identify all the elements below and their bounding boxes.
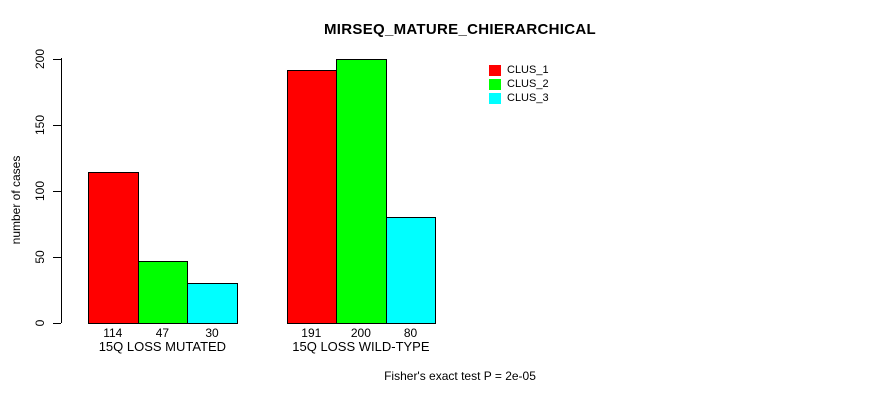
bar-clus_2-group1 bbox=[137, 260, 189, 324]
bar-value-label: 47 bbox=[155, 326, 170, 340]
bar-clus_3-group1 bbox=[187, 283, 238, 324]
legend-item-clus_1: CLUS_1 bbox=[489, 65, 549, 76]
category-label: 15Q LOSS MUTATED bbox=[98, 339, 227, 354]
y-axis-tick-label: 0 bbox=[33, 319, 47, 327]
legend-label: CLUS_1 bbox=[507, 64, 549, 76]
y-axis-line bbox=[61, 58, 62, 323]
bar-clus_1-group1 bbox=[88, 172, 139, 324]
footnote: Fisher's exact test P = 2e-05 bbox=[384, 369, 536, 383]
legend-item-clus_2: CLUS_2 bbox=[489, 79, 549, 90]
legend-swatch-clus_3 bbox=[489, 93, 501, 104]
legend-label: CLUS_2 bbox=[507, 78, 549, 90]
bar-value-label: 30 bbox=[205, 326, 219, 340]
y-axis-tick bbox=[53, 323, 61, 324]
legend-swatch-clus_2 bbox=[489, 79, 501, 90]
legend-swatch-clus_1 bbox=[489, 65, 501, 76]
y-axis-tick-label: 200 bbox=[33, 48, 47, 69]
bar-value-label: 80 bbox=[403, 326, 418, 340]
y-axis-tick-label: 50 bbox=[33, 250, 47, 264]
legend: CLUS_1 CLUS_2 CLUS_3 bbox=[489, 65, 549, 107]
bar-value-label: 191 bbox=[301, 326, 322, 340]
y-axis-tick bbox=[53, 58, 61, 60]
bar-value-label: 200 bbox=[350, 326, 371, 340]
legend-label: CLUS_3 bbox=[507, 92, 549, 104]
bar-clus_3-group2 bbox=[385, 217, 437, 324]
y-axis-tick-label: 150 bbox=[33, 114, 47, 135]
bar-clus_2-group2 bbox=[336, 58, 387, 324]
y-axis-tick-label: 100 bbox=[33, 180, 47, 201]
y-axis-tick bbox=[53, 190, 61, 192]
legend-item-clus_3: CLUS_3 bbox=[489, 93, 549, 104]
bar-value-label: 114 bbox=[103, 326, 123, 340]
y-axis-label: number of cases bbox=[9, 155, 23, 245]
y-axis-tick bbox=[53, 256, 61, 258]
category-label: 15Q LOSS WILD-TYPE bbox=[292, 339, 430, 354]
chart-title: MIRSEQ_MATURE_CHIERARCHICAL bbox=[324, 21, 596, 38]
y-axis-tick bbox=[53, 124, 61, 126]
bar-clus_1-group2 bbox=[286, 70, 338, 324]
